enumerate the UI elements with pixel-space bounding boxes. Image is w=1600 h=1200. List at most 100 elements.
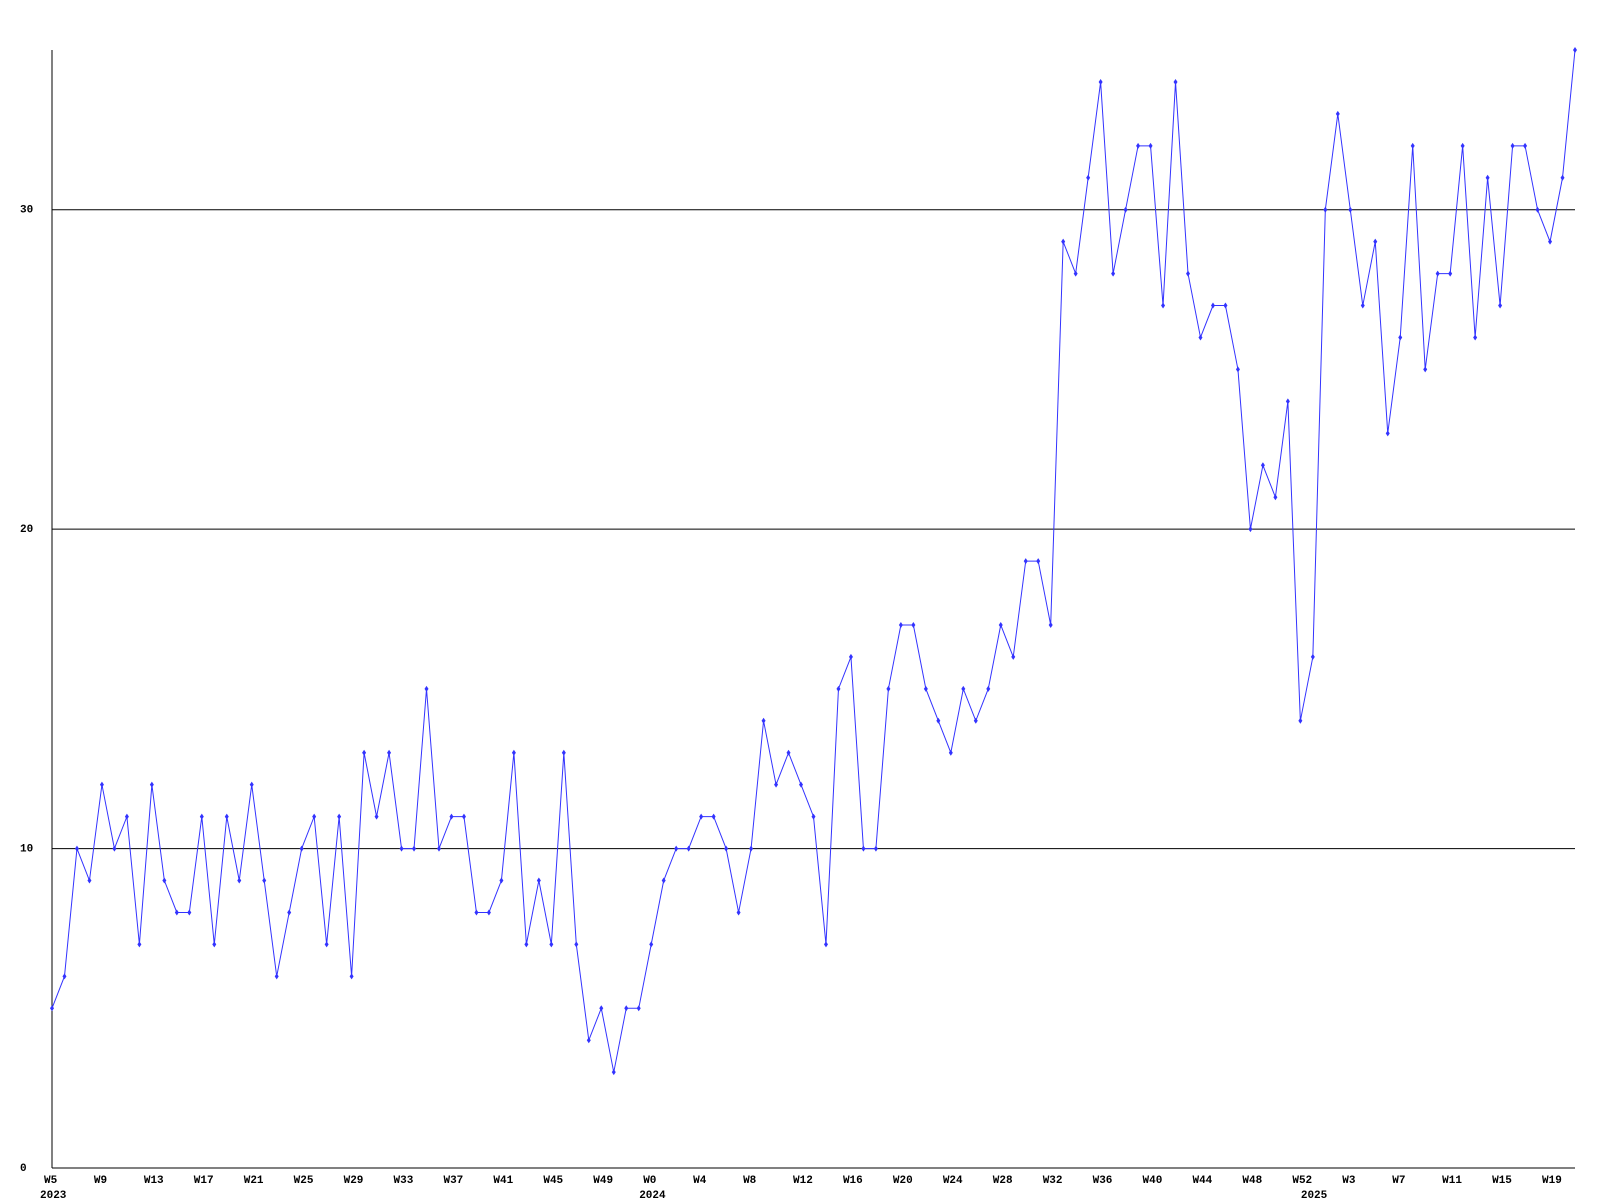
data-point [1373,238,1378,245]
data-point [436,845,441,852]
data-point [886,685,891,692]
data-point [1123,206,1128,213]
data-point [349,973,354,980]
data-point [986,685,991,692]
x-tick-label: W29 [344,1175,364,1187]
x-tick-label: W24 [943,1175,963,1187]
data-point [686,845,691,852]
data-point [87,877,92,884]
y-tick-label: 30 [20,205,33,217]
data-point [249,781,254,788]
data-point [873,845,878,852]
data-point [1298,717,1303,724]
data-point [1460,142,1465,149]
data-point [649,941,654,948]
data-point [499,877,504,884]
data-point [599,1005,604,1012]
data-point [474,909,479,916]
data-point [1198,334,1203,341]
data-point [1086,174,1091,181]
data-point [749,845,754,852]
data-point [724,845,729,852]
data-point [973,717,978,724]
x-tick-label: W0 [643,1175,656,1187]
x-tick-label: W40 [1143,1175,1163,1187]
data-point [399,845,404,852]
data-point [1136,142,1141,149]
year-label: 2023 [40,1190,67,1200]
data-point [237,877,242,884]
data-point [1273,494,1278,501]
data-point [848,653,853,660]
data-point [1573,47,1577,53]
x-tick-label: W21 [244,1175,264,1187]
data-point [1148,142,1153,149]
data-point [761,717,766,724]
data-point [799,781,804,788]
data-point [486,909,491,916]
data-point [1410,142,1415,149]
data-point [387,749,392,756]
data-point [574,941,579,948]
data-point [312,813,317,820]
data-point [961,685,966,692]
data-point [362,749,367,756]
data-point [861,845,866,852]
x-tick-label: W11 [1442,1175,1462,1187]
data-point [1186,270,1191,277]
data-point [1260,462,1265,469]
data-point [549,941,554,948]
data-point [1323,206,1328,213]
data-point [636,1005,641,1012]
x-tick-label: W7 [1392,1175,1405,1187]
data-point [299,845,304,852]
data-point [1548,238,1553,245]
data-point [199,813,204,820]
x-tick-label: W16 [843,1175,863,1187]
data-point [1161,302,1166,309]
data-point [224,813,229,820]
data-point [736,909,741,916]
data-point [1348,206,1353,213]
data-point [624,1005,629,1012]
x-tick-label: W25 [294,1175,314,1187]
data-point [274,973,279,980]
year-label: 2024 [639,1190,666,1200]
data-point [1073,270,1078,277]
data-point [99,781,104,788]
data-point [1173,78,1178,85]
x-tick-label: W36 [1093,1175,1113,1187]
data-point [62,973,67,980]
x-tick-label: W19 [1542,1175,1562,1187]
data-point [923,685,928,692]
x-tick-label: W9 [94,1175,107,1187]
data-point [1061,238,1066,245]
data-point [1011,653,1016,660]
data-point [536,877,541,884]
data-point [212,941,217,948]
data-point [1385,430,1390,437]
data-point [1498,302,1503,309]
x-tick-label: W45 [543,1175,563,1187]
x-tick-label: W12 [793,1175,813,1187]
data-point [162,877,167,884]
data-point [1510,142,1515,149]
data-point [1535,206,1540,213]
x-tick-label: W4 [693,1175,707,1187]
data-point [511,749,516,756]
data-point [948,749,953,756]
data-point [1023,558,1028,565]
data-point [1036,558,1041,565]
data-point [287,909,292,916]
data-point [74,845,79,852]
data-point [1398,334,1403,341]
x-tick-label: W3 [1342,1175,1356,1187]
x-tick-label: W20 [893,1175,913,1187]
data-point [561,749,566,756]
y-tick-label: 10 [20,843,33,855]
data-point [936,717,941,724]
data-point [187,909,192,916]
data-point [424,685,429,692]
data-point [774,781,779,788]
